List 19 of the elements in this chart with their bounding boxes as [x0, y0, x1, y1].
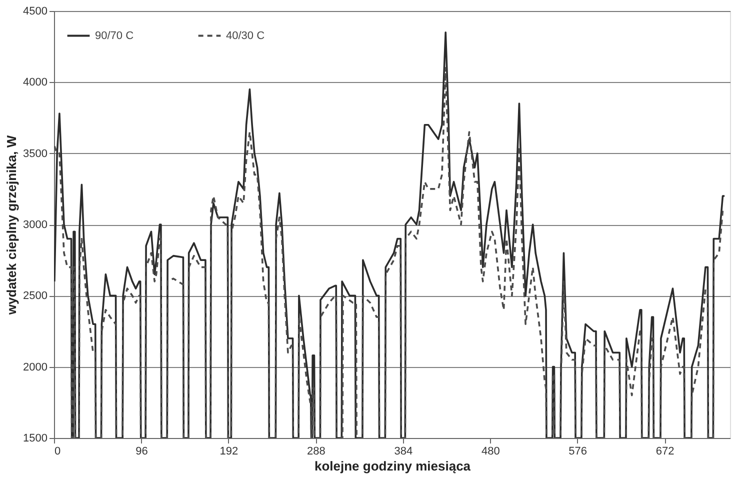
x-tick-label: 288: [307, 446, 326, 458]
y-tick-label: 2500: [23, 290, 48, 302]
x-tick-label: 480: [481, 446, 500, 458]
x-tick-label: 192: [220, 446, 238, 458]
y-tick-label: 4000: [23, 76, 48, 89]
x-tick-label: 0: [54, 446, 61, 458]
x-tick-label: 384: [394, 446, 413, 458]
y-tick-label: 3000: [23, 219, 48, 231]
y-tick-label: 4500: [23, 6, 48, 18]
y-tick-label: 1500: [23, 432, 48, 444]
y-tick-label: 2000: [23, 361, 48, 374]
legend-label: 90/70 C: [95, 30, 134, 42]
x-tick-label: 576: [568, 446, 588, 458]
legend-label: 40/30 C: [226, 30, 265, 42]
y-axis-title: wydatek cieplny grzejnika, W: [4, 134, 20, 316]
x-axis-title: kolejne godziny miesiąca: [314, 458, 472, 474]
x-tick-label: 96: [136, 446, 148, 458]
y-tick-label: 3500: [23, 148, 48, 160]
x-tick-label: 672: [656, 446, 674, 458]
